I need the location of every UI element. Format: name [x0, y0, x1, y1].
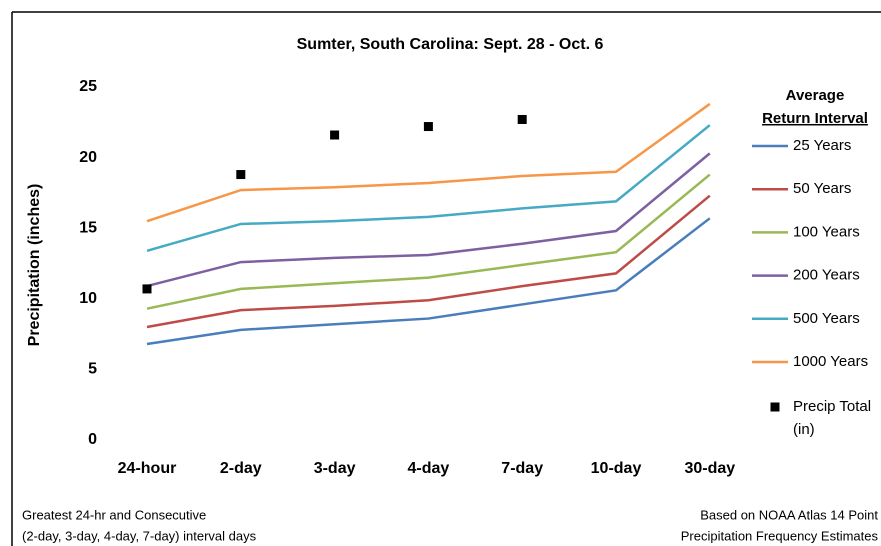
- series-line: [146, 194, 711, 329]
- y-tick-label: 0: [88, 431, 97, 448]
- legend-title: Average: [786, 87, 845, 104]
- series-line: [146, 124, 711, 252]
- note: Greatest 24-hr and Consecutive: [22, 507, 206, 522]
- chart-title: Sumter, South Carolina: Sept. 28 - Oct. …: [297, 36, 604, 53]
- legend-label: 25 Years: [793, 137, 851, 154]
- x-tick-label: 2-day: [220, 460, 262, 477]
- marker: [330, 130, 340, 140]
- series-line: [146, 102, 711, 223]
- marker: [517, 114, 527, 124]
- y-tick-label: 10: [79, 290, 97, 307]
- legend-title: Return Interval: [762, 110, 868, 127]
- series-line: [146, 173, 711, 310]
- marker: [236, 170, 246, 180]
- y-tick-label: 5: [88, 361, 97, 378]
- note: (2-day, 3-day, 4-day, 7-day) interval da…: [22, 528, 257, 543]
- legend-label: 1000 Years: [793, 353, 868, 370]
- note: Based on NOAA Atlas 14 Point: [700, 507, 878, 522]
- legend-label: 500 Years: [793, 310, 860, 327]
- series-line: [146, 217, 711, 346]
- series-line: [146, 152, 711, 288]
- x-tick-label: 3-day: [314, 460, 356, 477]
- x-tick-label: 30-day: [684, 460, 735, 477]
- y-tick-label: 25: [79, 78, 97, 95]
- note: Precipitation Frequency Estimates: [681, 528, 879, 543]
- x-tick-label: 24-hour: [118, 460, 177, 477]
- x-tick-label: 10-day: [591, 460, 642, 477]
- y-tick-label: 20: [79, 149, 97, 166]
- legend-marker: [770, 402, 780, 412]
- x-tick-label: 4-day: [408, 460, 450, 477]
- x-tick-label: 7-day: [501, 460, 543, 477]
- legend-label: 200 Years: [793, 267, 860, 284]
- y-tick-label: 15: [79, 219, 97, 236]
- y-axis-label: Precipitation (inches): [26, 184, 43, 347]
- legend-label: 50 Years: [793, 180, 851, 197]
- legend-label: 100 Years: [793, 223, 860, 240]
- marker: [423, 122, 433, 132]
- legend-label: Precip Total (in): [793, 398, 872, 438]
- marker: [142, 284, 152, 294]
